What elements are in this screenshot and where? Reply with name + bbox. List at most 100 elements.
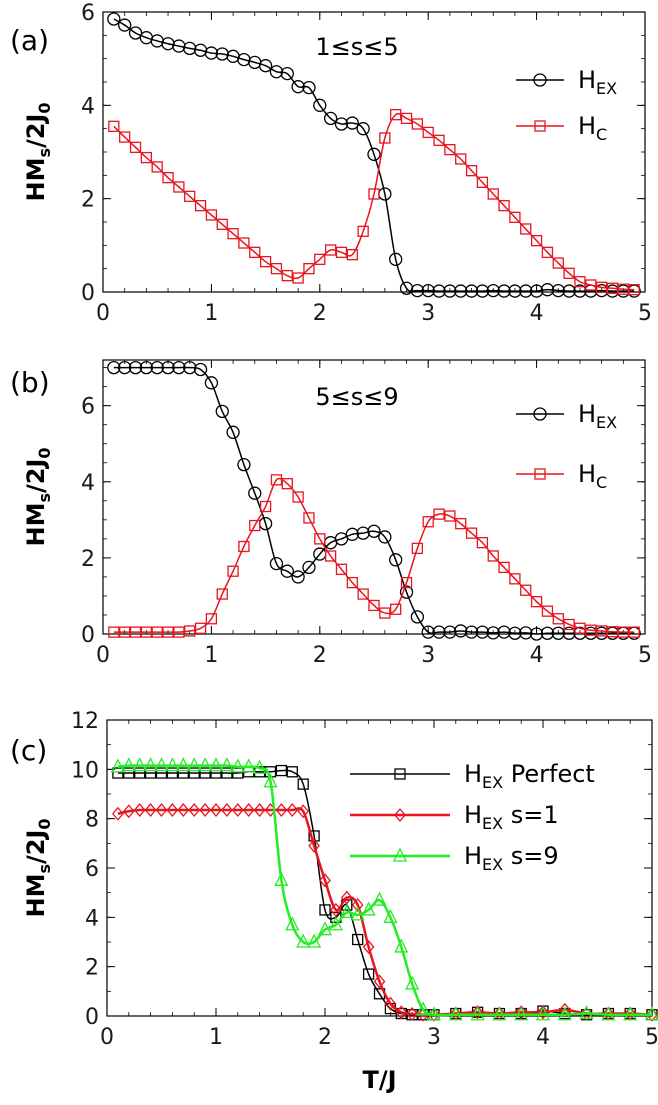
data-point: [334, 117, 349, 131]
data-point: [166, 803, 179, 818]
data-point: [498, 200, 510, 212]
data-point: [108, 626, 120, 638]
legend-label: HEX Perfect: [464, 760, 595, 792]
data-point: [585, 279, 597, 291]
data-point: [551, 283, 565, 298]
data-point: [475, 284, 490, 298]
data-point: [389, 252, 403, 266]
data-point: [297, 778, 309, 790]
data-point: [406, 1007, 419, 1022]
data-point: [162, 626, 174, 638]
data-point: [215, 404, 229, 419]
y-tick-label: 2: [85, 956, 99, 981]
data-point: [400, 576, 413, 589]
data-point: [155, 803, 168, 818]
data-point: [314, 533, 326, 545]
data-point: [350, 906, 365, 921]
data-point: [509, 573, 521, 585]
data-point: [121, 757, 136, 772]
data-point: [601, 1006, 616, 1021]
data-point: [410, 283, 425, 298]
data-point: [177, 803, 190, 818]
data-point: [628, 284, 640, 296]
x-tick-label: 0: [96, 643, 110, 668]
data-point: [177, 767, 189, 779]
data-point: [280, 564, 294, 578]
data-point: [162, 172, 174, 184]
data-point: [154, 757, 169, 772]
data-point: [433, 134, 445, 146]
legend-label-main: H: [578, 400, 596, 428]
legend-label-rest: Perfect: [503, 760, 595, 788]
data-point: [118, 360, 132, 375]
data-point: [410, 610, 425, 624]
data-point: [646, 1007, 658, 1022]
data-point: [210, 803, 222, 818]
data-point: [199, 767, 211, 779]
y-axis-label: HMs/2J0: [22, 102, 54, 201]
data-point: [184, 625, 196, 637]
data-point: [443, 625, 457, 639]
legend-label-rest: s=1: [503, 801, 559, 829]
y-tick-label: 10: [71, 758, 99, 783]
series-line: [113, 366, 635, 635]
data-point: [395, 1005, 408, 1020]
data-point: [334, 532, 349, 546]
data-point: [585, 624, 597, 636]
data-point: [204, 376, 219, 390]
data-point: [281, 478, 293, 490]
data-point: [455, 153, 467, 165]
data-point: [368, 188, 380, 200]
data-point: [530, 596, 543, 608]
data-point: [107, 360, 121, 375]
data-point: [297, 804, 310, 819]
data-point: [230, 758, 245, 773]
data-point: [210, 767, 222, 779]
y-tick-label: 4: [81, 471, 95, 496]
y-axis-label-sub: s: [35, 493, 54, 503]
y-tick-label: 2: [81, 188, 95, 213]
data-point: [362, 968, 375, 980]
data-point: [270, 474, 283, 486]
data-point: [357, 225, 369, 237]
data-point: [183, 360, 197, 375]
data-point: [455, 517, 467, 530]
data-point: [563, 267, 575, 279]
legend-marker: [533, 73, 547, 87]
data-point: [238, 237, 250, 249]
legend-marker: [534, 468, 546, 480]
series-line: [117, 769, 653, 1016]
data-point: [128, 360, 143, 375]
data-point: [464, 625, 479, 639]
data-point: [139, 360, 154, 375]
legend-label: HEX: [578, 66, 617, 98]
data-point: [280, 66, 294, 81]
legend-marker: [392, 847, 408, 862]
legend-label-sub: EX: [596, 413, 617, 432]
data-point: [291, 80, 305, 94]
data-point: [416, 1001, 431, 1016]
data-point: [433, 508, 445, 520]
data-point: [519, 284, 533, 298]
series-0: [107, 12, 641, 298]
data-point: [368, 599, 380, 612]
data-point: [540, 626, 555, 640]
legend-label-main: H: [578, 460, 596, 488]
data-point: [119, 131, 131, 143]
legend-label: HC: [578, 112, 607, 144]
data-point: [541, 246, 554, 258]
series-1: [108, 474, 640, 638]
data-point: [302, 80, 316, 95]
data-point: [258, 59, 273, 73]
panel-tag: (c): [10, 734, 47, 767]
data-point: [303, 263, 315, 275]
data-point: [529, 284, 544, 298]
data-point: [394, 938, 409, 953]
data-point: [205, 209, 218, 221]
data-point: [444, 144, 456, 156]
data-point: [194, 622, 207, 634]
data-point: [508, 626, 522, 640]
y-tick-label: 4: [81, 94, 95, 119]
data-point: [367, 524, 381, 538]
legend-marker: [394, 807, 406, 823]
